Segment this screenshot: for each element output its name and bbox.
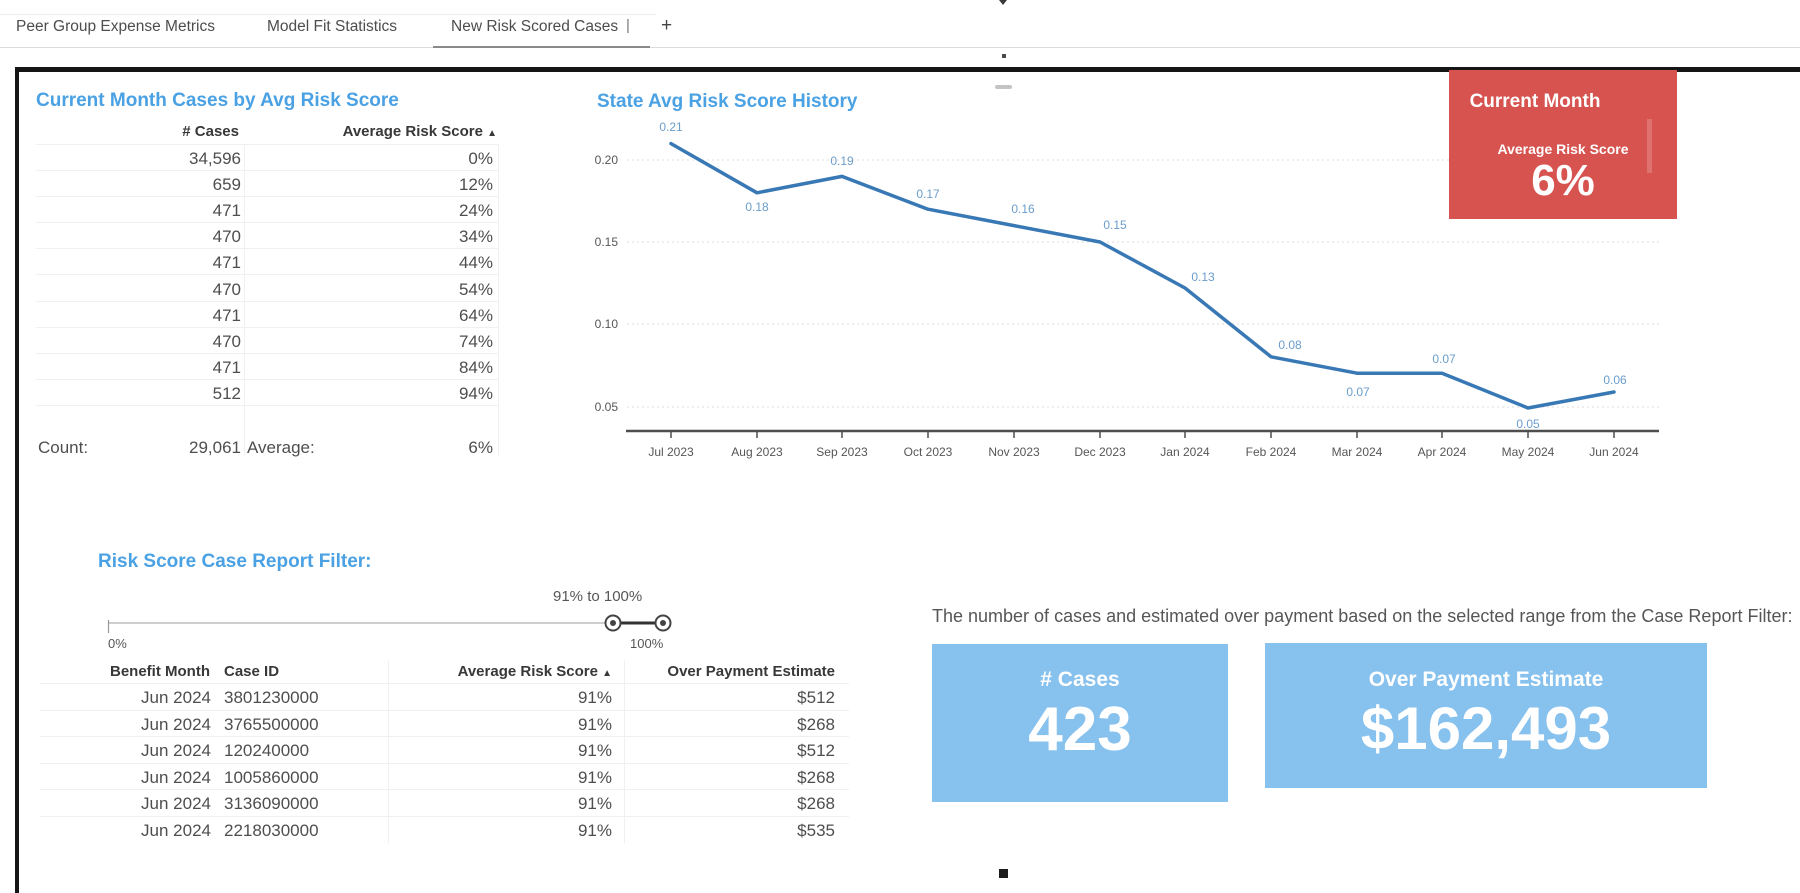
svg-text:0.07: 0.07	[1432, 352, 1456, 366]
svg-text:May 2024: May 2024	[1502, 445, 1555, 459]
svg-text:0.10: 0.10	[595, 317, 619, 331]
svg-text:0.05: 0.05	[595, 400, 619, 414]
svg-text:0.17: 0.17	[916, 187, 940, 201]
svg-text:Apr 2024: Apr 2024	[1418, 445, 1467, 459]
svg-text:0.08: 0.08	[1278, 338, 1302, 352]
svg-text:Nov 2023: Nov 2023	[988, 445, 1040, 459]
svg-text:Oct 2023: Oct 2023	[904, 445, 953, 459]
svg-text:Sep 2023: Sep 2023	[816, 445, 868, 459]
svg-text:0.15: 0.15	[595, 235, 619, 249]
svg-text:Dec 2023: Dec 2023	[1074, 445, 1126, 459]
svg-text:Jun 2024: Jun 2024	[1589, 445, 1639, 459]
svg-text:0.16: 0.16	[1011, 202, 1035, 216]
svg-text:0.18: 0.18	[745, 200, 769, 214]
svg-text:0.20: 0.20	[595, 153, 619, 167]
svg-text:0.21: 0.21	[659, 120, 683, 134]
svg-text:0.13: 0.13	[1191, 270, 1215, 284]
svg-text:Jul 2023: Jul 2023	[648, 445, 694, 459]
svg-text:0.07: 0.07	[1346, 385, 1370, 399]
svg-text:Mar 2024: Mar 2024	[1332, 445, 1383, 459]
svg-text:0.19: 0.19	[830, 154, 854, 168]
svg-text:0.15: 0.15	[1103, 218, 1127, 232]
svg-text:Feb 2024: Feb 2024	[1246, 445, 1297, 459]
svg-text:0.06: 0.06	[1603, 373, 1627, 387]
svg-text:0.05: 0.05	[1516, 417, 1540, 431]
svg-text:Aug 2023: Aug 2023	[731, 445, 783, 459]
svg-text:Jan 2024: Jan 2024	[1160, 445, 1210, 459]
